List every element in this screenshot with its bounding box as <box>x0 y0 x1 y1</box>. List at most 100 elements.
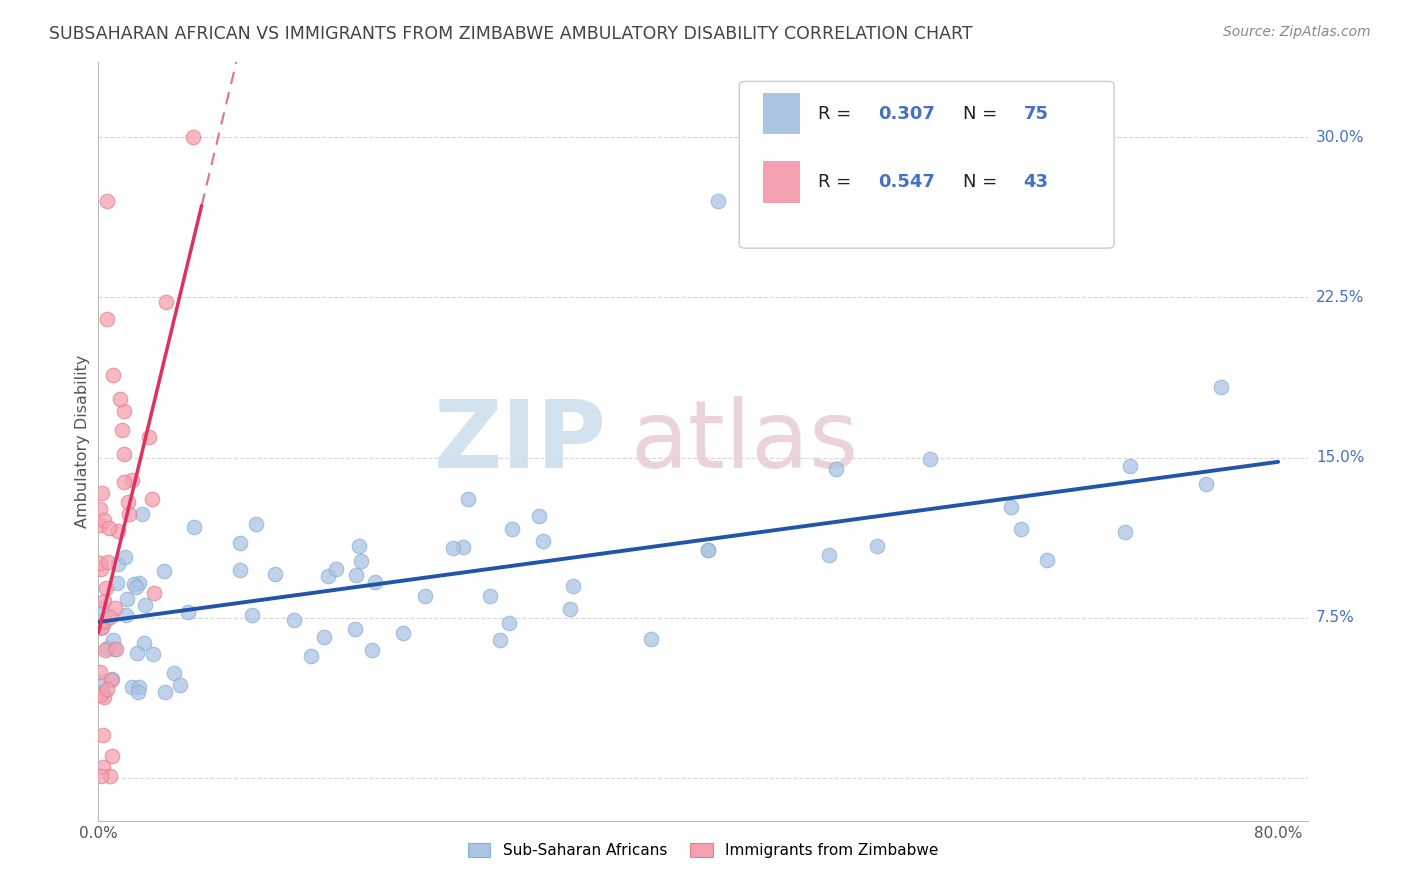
Text: R =: R = <box>818 173 856 191</box>
Point <box>155 294 177 309</box>
Point <box>93 513 115 527</box>
Point <box>240 608 263 623</box>
Point <box>115 592 138 607</box>
FancyBboxPatch shape <box>763 93 800 135</box>
Point <box>562 579 585 593</box>
Point <box>112 404 135 418</box>
Point <box>169 678 191 692</box>
Text: 7.5%: 7.5% <box>1316 610 1354 625</box>
Point <box>98 521 121 535</box>
Point <box>489 633 512 648</box>
Point <box>181 130 204 145</box>
Point <box>141 492 163 507</box>
Point <box>1000 500 1022 515</box>
Point <box>94 614 117 628</box>
Point <box>132 636 155 650</box>
Point <box>127 685 149 699</box>
Point <box>114 549 136 564</box>
Point <box>1036 553 1059 567</box>
Point <box>697 542 720 557</box>
Point <box>121 473 143 487</box>
Point <box>128 576 150 591</box>
Point <box>1195 476 1218 491</box>
Text: 75: 75 <box>1024 105 1049 123</box>
Point <box>94 582 117 596</box>
Text: R =: R = <box>818 105 856 123</box>
Point <box>103 642 125 657</box>
Y-axis label: Ambulatory Disability: Ambulatory Disability <box>75 355 90 528</box>
Point <box>825 461 848 475</box>
Point <box>122 576 145 591</box>
Point <box>97 555 120 569</box>
Point <box>640 632 662 646</box>
Point <box>1001 173 1024 187</box>
Point <box>91 760 114 774</box>
Point <box>96 194 118 209</box>
Point <box>501 522 523 536</box>
Point <box>527 508 550 523</box>
FancyBboxPatch shape <box>763 161 800 202</box>
Point <box>101 749 124 764</box>
Text: 30.0%: 30.0% <box>1316 129 1364 145</box>
Point <box>343 622 366 636</box>
Point <box>121 680 143 694</box>
Point <box>90 769 112 783</box>
Point <box>105 576 128 591</box>
Point <box>325 562 347 576</box>
Point <box>1211 380 1233 394</box>
Point <box>299 648 322 663</box>
Point <box>920 452 942 467</box>
Point <box>316 569 339 583</box>
Point <box>245 516 267 531</box>
Text: 43: 43 <box>1024 173 1049 191</box>
Point <box>98 609 121 624</box>
Point <box>1114 525 1136 540</box>
Point <box>90 562 112 576</box>
Text: 22.5%: 22.5% <box>1316 290 1364 305</box>
Point <box>347 539 370 553</box>
Point <box>96 681 118 696</box>
Point <box>531 534 554 549</box>
Point <box>183 520 205 534</box>
Point <box>415 589 437 603</box>
Point <box>104 601 127 615</box>
Legend: Sub-Saharan Africans, Immigrants from Zimbabwe: Sub-Saharan Africans, Immigrants from Zi… <box>460 836 946 866</box>
Point <box>91 685 114 699</box>
Point <box>107 524 129 538</box>
Text: 0.307: 0.307 <box>879 105 935 123</box>
Point <box>101 368 124 383</box>
Point <box>141 647 163 661</box>
Point <box>94 643 117 657</box>
Point <box>163 666 186 681</box>
Point <box>152 564 174 578</box>
Point <box>155 685 177 699</box>
Point <box>479 589 502 603</box>
Point <box>441 541 464 555</box>
Point <box>101 633 124 648</box>
Point <box>89 556 111 570</box>
Point <box>91 728 114 742</box>
Point <box>115 607 138 622</box>
Point <box>131 507 153 521</box>
Text: SUBSAHARAN AFRICAN VS IMMIGRANTS FROM ZIMBABWE AMBULATORY DISABILITY CORRELATION: SUBSAHARAN AFRICAN VS IMMIGRANTS FROM ZI… <box>49 25 973 43</box>
Text: ZIP: ZIP <box>433 395 606 488</box>
Point <box>1119 458 1142 473</box>
Point <box>264 566 287 581</box>
Point <box>90 688 112 702</box>
Point <box>90 621 112 635</box>
Point <box>112 475 135 489</box>
Point <box>229 563 252 577</box>
Point <box>93 594 115 608</box>
Point <box>138 430 160 444</box>
Point <box>90 620 112 634</box>
Point <box>177 605 200 619</box>
Point <box>101 673 124 687</box>
Point <box>89 501 111 516</box>
FancyBboxPatch shape <box>740 81 1114 248</box>
Point <box>100 673 122 687</box>
Point <box>89 665 111 680</box>
Point <box>107 557 129 571</box>
Point <box>350 554 373 568</box>
Point <box>392 625 415 640</box>
Point <box>558 602 581 616</box>
